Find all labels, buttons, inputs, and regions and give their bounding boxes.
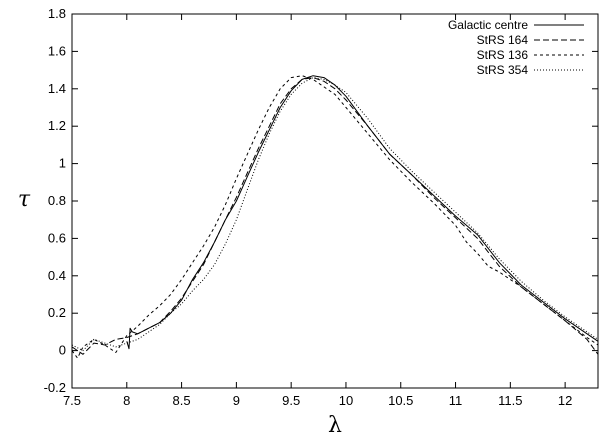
y-tick-label: 0.8 [48,193,66,208]
x-tick-label: 8.5 [173,393,191,408]
series-lines [71,75,599,359]
y-tick-label: -0.2 [44,380,66,395]
series-line-galactic-centre [126,75,599,350]
series-line-strs-164 [71,77,599,355]
y-tick-label: 1.2 [48,118,66,133]
y-tick-label: 0.6 [48,230,66,245]
x-tick-label: 11 [449,393,463,408]
y-tick-label: 0.4 [48,268,66,283]
legend-label: StRS 354 [477,63,529,77]
y-tick-label: 1 [59,156,66,171]
series-line-strs-136 [71,75,599,359]
y-tick-label: 1.4 [48,81,66,96]
x-tick-label: 10 [339,393,353,408]
y-tick-label: 0.2 [48,305,66,320]
series-line-strs-354 [71,77,599,352]
x-tick-label: 9 [233,393,240,408]
y-tick-label: 1.6 [48,43,66,58]
legend-label: StRS 136 [477,48,529,62]
legend-label: StRS 164 [477,33,529,47]
x-axis: 7.5 8 8.5 9 9.5 10 10.5 11 11.5 12 [63,14,572,408]
y-tick-label: 1.8 [48,6,66,21]
y-axis: -0.2 0 0.2 0.4 0.6 0.8 1 1.2 1.4 1.6 1.8 [44,6,598,395]
x-tick-label: 10.5 [388,393,413,408]
x-axis-title: λ [328,413,342,437]
legend-label: Galactic centre [448,18,528,32]
y-axis-title: τ [18,187,31,212]
y-tick-label: 0 [59,343,66,358]
x-tick-label: 12 [558,393,572,408]
x-tick-label: 7.5 [63,393,81,408]
x-tick-label: 11.5 [498,393,522,408]
x-tick-label: 8 [123,393,130,408]
x-tick-label: 9.5 [282,393,300,408]
